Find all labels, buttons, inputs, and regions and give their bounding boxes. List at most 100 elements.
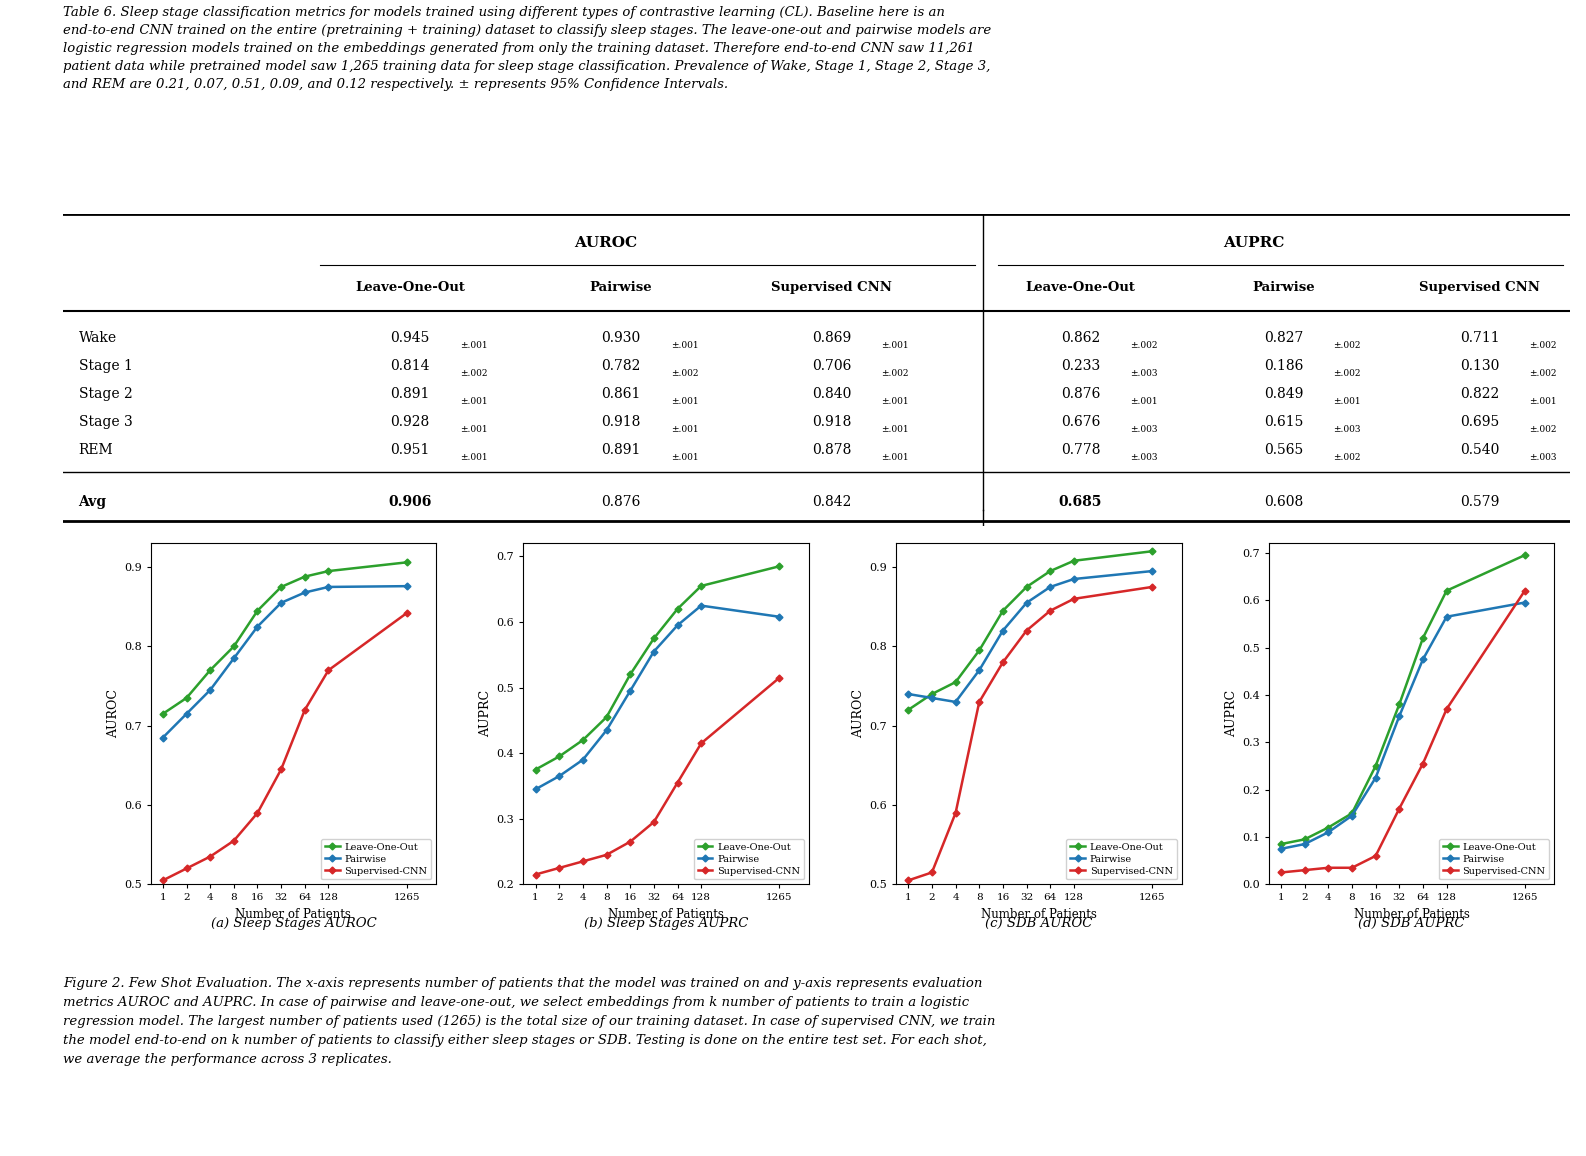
Text: Leave-One-Out: Leave-One-Out <box>355 281 465 294</box>
Supervised-CNN <box>271 763 290 777</box>
Supervised-CNN <box>993 655 1012 669</box>
Leave-One-Out <box>1142 544 1161 558</box>
Pairwise <box>527 783 546 796</box>
Text: (d) SDB AUPRC: (d) SDB AUPRC <box>1358 917 1465 929</box>
Text: 0.928: 0.928 <box>390 415 430 429</box>
Leave-One-Out <box>769 560 788 573</box>
Text: 0.608: 0.608 <box>1264 495 1304 509</box>
Supervised-CNN <box>1366 849 1385 862</box>
Supervised-CNN <box>769 670 788 684</box>
Line: Pairwise: Pairwise <box>160 584 409 740</box>
Legend: Leave-One-Out, Pairwise, Supervised-CNN: Leave-One-Out, Pairwise, Supervised-CNN <box>1439 839 1550 880</box>
Y-axis label: AUPRC: AUPRC <box>1224 690 1237 738</box>
Supervised-CNN <box>527 867 546 881</box>
Text: 0.782: 0.782 <box>601 360 641 373</box>
Text: ±.001: ±.001 <box>671 453 698 462</box>
Text: ±.002: ±.002 <box>1529 369 1557 378</box>
Leave-One-Out <box>993 603 1012 617</box>
Leave-One-Out <box>1296 832 1315 846</box>
Text: ±.002: ±.002 <box>1334 453 1361 462</box>
Pairwise <box>574 753 593 766</box>
Pairwise <box>1064 572 1083 586</box>
Pairwise <box>691 599 711 613</box>
Text: ±.002: ±.002 <box>882 369 909 378</box>
Supervised-CNN <box>947 806 966 820</box>
Text: 0.711: 0.711 <box>1461 332 1499 346</box>
Pairwise <box>1272 842 1291 855</box>
Text: ±.002: ±.002 <box>1334 341 1361 350</box>
Line: Pairwise: Pairwise <box>906 569 1155 704</box>
Text: 0.906: 0.906 <box>389 495 431 509</box>
Line: Leave-One-Out: Leave-One-Out <box>160 560 409 717</box>
Pairwise <box>319 580 338 594</box>
Leave-One-Out <box>1017 580 1036 594</box>
Leave-One-Out <box>550 749 569 763</box>
Text: 0.822: 0.822 <box>1461 387 1499 401</box>
Text: ±.001: ±.001 <box>882 341 909 350</box>
Y-axis label: AUPRC: AUPRC <box>479 690 492 738</box>
Leave-One-Out <box>668 602 687 616</box>
Text: 0.676: 0.676 <box>1061 415 1101 429</box>
Leave-One-Out <box>201 664 220 677</box>
Pairwise <box>1296 837 1315 851</box>
Text: 0.891: 0.891 <box>390 387 430 401</box>
Leave-One-Out <box>620 667 639 681</box>
Pairwise <box>396 579 416 593</box>
Text: 0.918: 0.918 <box>601 415 641 429</box>
Text: ±.001: ±.001 <box>460 453 487 462</box>
Leave-One-Out <box>644 631 663 645</box>
Supervised-CNN <box>691 736 711 750</box>
Leave-One-Out <box>596 710 615 724</box>
Leave-One-Out <box>1040 564 1059 578</box>
Leave-One-Out <box>923 687 942 701</box>
Supervised-CNN <box>644 815 663 829</box>
Supervised-CNN <box>1064 592 1083 606</box>
Text: ±.002: ±.002 <box>1334 369 1361 378</box>
Text: Stage 3: Stage 3 <box>79 415 132 429</box>
Text: (a) Sleep Stages AUROC: (a) Sleep Stages AUROC <box>211 917 376 929</box>
Text: Stage 2: Stage 2 <box>79 387 132 401</box>
Pairwise <box>596 724 615 738</box>
Leave-One-Out <box>1272 837 1291 851</box>
Text: Pairwise: Pairwise <box>590 281 652 294</box>
X-axis label: Number of Patients: Number of Patients <box>980 907 1098 921</box>
Supervised-CNN <box>923 866 942 880</box>
Y-axis label: AUROC: AUROC <box>852 689 864 739</box>
Text: 0.945: 0.945 <box>390 332 430 346</box>
Text: 0.540: 0.540 <box>1461 444 1499 458</box>
Supervised-CNN <box>668 776 687 790</box>
Text: ±.001: ±.001 <box>671 398 698 406</box>
Leave-One-Out <box>1515 548 1534 562</box>
X-axis label: Number of Patients: Number of Patients <box>1353 907 1470 921</box>
Pairwise <box>201 683 220 697</box>
Pairwise <box>178 706 197 721</box>
Supervised-CNN <box>574 854 593 868</box>
Leave-One-Out <box>947 675 966 689</box>
Supervised-CNN <box>201 850 220 864</box>
Text: AUROC: AUROC <box>574 236 638 250</box>
Leave-One-Out <box>574 733 593 747</box>
Text: 0.840: 0.840 <box>812 387 852 401</box>
Leave-One-Out <box>396 555 416 569</box>
Pairwise <box>923 691 942 705</box>
Line: Pairwise: Pairwise <box>533 603 782 792</box>
Leave-One-Out <box>527 763 546 777</box>
Text: Wake: Wake <box>79 332 117 346</box>
Supervised-CNN <box>1296 864 1315 877</box>
Text: 0.849: 0.849 <box>1264 387 1304 401</box>
Supervised-CNN <box>899 874 918 888</box>
Text: Supervised CNN: Supervised CNN <box>1419 281 1540 294</box>
Leave-One-Out <box>271 580 290 594</box>
Supervised-CNN <box>154 874 173 888</box>
Supervised-CNN <box>224 833 243 847</box>
Supervised-CNN <box>1320 861 1339 875</box>
Supervised-CNN <box>620 835 639 849</box>
Pairwise <box>1515 595 1534 609</box>
Text: 0.861: 0.861 <box>601 387 641 401</box>
Leave-One-Out <box>1342 807 1361 821</box>
Text: 0.706: 0.706 <box>812 360 852 373</box>
Leave-One-Out <box>1064 554 1083 568</box>
Pairwise <box>1437 610 1456 624</box>
Leave-One-Out <box>247 603 266 617</box>
Leave-One-Out <box>1437 584 1456 598</box>
